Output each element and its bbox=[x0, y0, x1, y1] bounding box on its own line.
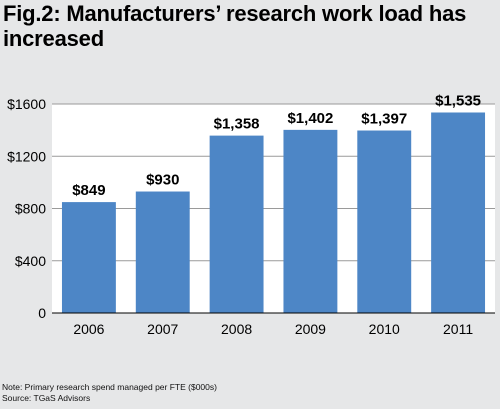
x-tick-label: 2007 bbox=[147, 321, 178, 337]
source-text: Source: TGaS Advisors bbox=[2, 393, 91, 403]
x-tick-label: 2009 bbox=[295, 321, 326, 337]
gridlines bbox=[52, 103, 495, 262]
data-label: $1,358 bbox=[214, 116, 260, 133]
x-tick-label: 2006 bbox=[73, 321, 104, 337]
bar bbox=[431, 112, 486, 313]
x-tick-label: 2008 bbox=[221, 321, 252, 337]
data-label: $930 bbox=[146, 172, 179, 189]
bar bbox=[209, 135, 264, 313]
data-label: $1,397 bbox=[361, 111, 407, 128]
x-axis-labels: 2006 2007 2008 2009 2010 2011 bbox=[73, 321, 473, 337]
chart-title: Fig.2: Manufacturers’ research work load… bbox=[3, 1, 467, 51]
y-tick-label: $800 bbox=[15, 201, 46, 217]
bars bbox=[61, 112, 486, 313]
y-tick-label: $1200 bbox=[7, 148, 46, 164]
y-tick-label: $400 bbox=[15, 253, 46, 269]
x-tick-label: 2010 bbox=[369, 321, 400, 337]
data-label: $849 bbox=[72, 182, 105, 199]
bar bbox=[283, 129, 338, 313]
data-label: $1,402 bbox=[287, 110, 333, 127]
bar bbox=[357, 130, 412, 313]
note-text: Note: Primary research spend managed per… bbox=[2, 382, 217, 392]
data-label: $1,535 bbox=[435, 92, 481, 109]
y-tick-label: $1600 bbox=[7, 96, 46, 112]
y-axis-labels: 0 $400 $800 $1200 $1600 bbox=[7, 96, 46, 321]
y-tick-label: 0 bbox=[38, 305, 46, 321]
bar bbox=[61, 202, 116, 313]
data-labels: $849 $930 $1,358 $1,402 $1,397 $1,535 bbox=[72, 92, 481, 199]
bar bbox=[135, 191, 190, 313]
x-tick-label: 2011 bbox=[443, 321, 473, 337]
chart-notes: Note: Primary research spend managed per… bbox=[2, 382, 217, 404]
